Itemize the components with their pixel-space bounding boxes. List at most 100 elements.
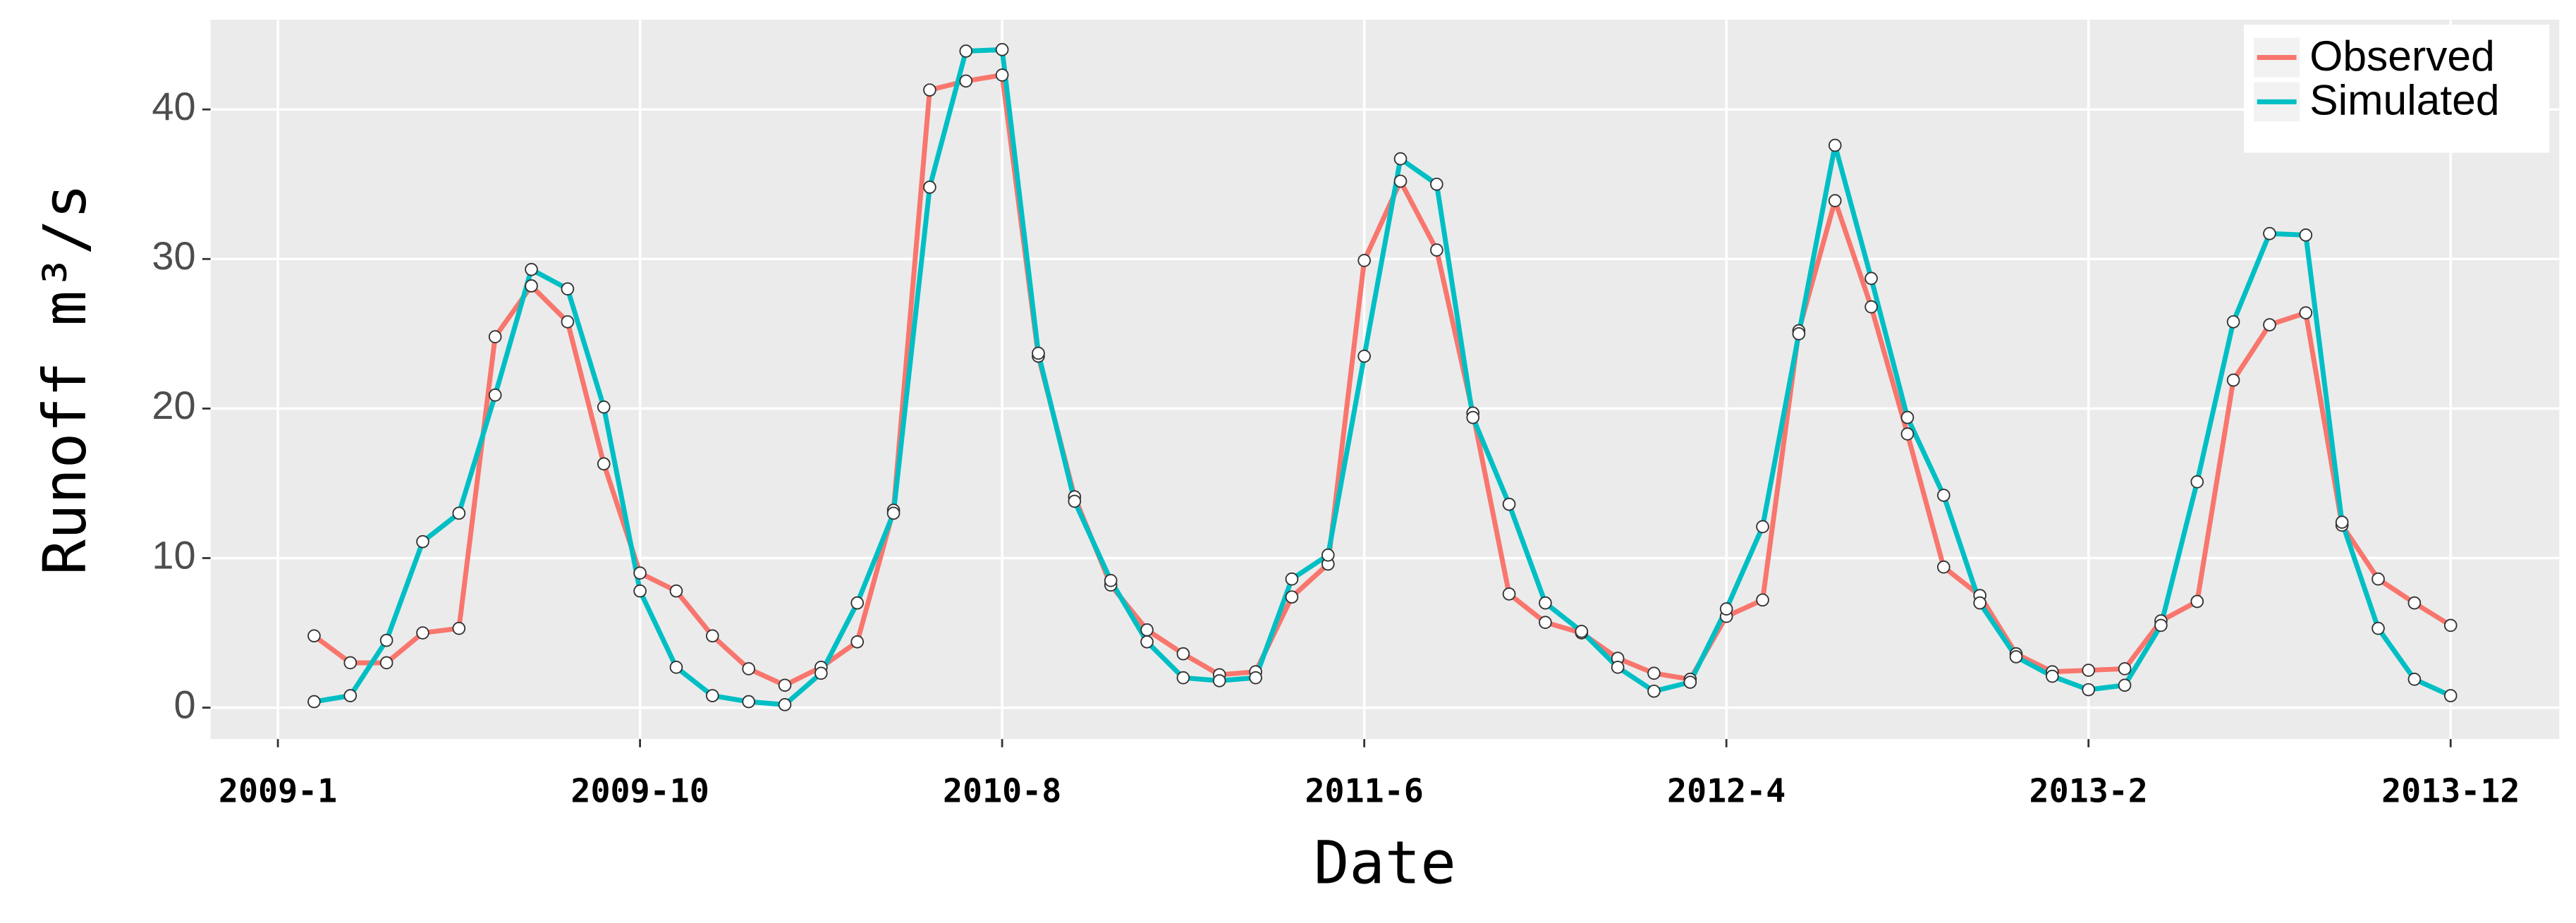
data-point [814, 666, 828, 680]
plot-background [210, 19, 2560, 740]
data-point [416, 534, 429, 549]
data-point [2082, 664, 2096, 677]
data-point [416, 626, 429, 640]
data-point [1683, 676, 1697, 689]
data-point [633, 566, 647, 580]
legend-label: Observed [2309, 32, 2495, 80]
data-point [2226, 315, 2240, 329]
data-point [2226, 373, 2240, 387]
data-point [1357, 349, 1371, 363]
x-tick-label: 2013-12 [2381, 771, 2520, 809]
data-point [1032, 346, 1045, 360]
data-point [1936, 560, 1951, 574]
data-point [2082, 683, 2096, 697]
data-point [2299, 228, 2313, 242]
data-point [1068, 494, 1082, 508]
y-axis-label: Runoff m³/s [30, 183, 99, 575]
data-point [1864, 271, 1878, 286]
data-point [307, 629, 321, 643]
data-point [597, 400, 611, 414]
data-point [2407, 596, 2422, 610]
data-point [2443, 689, 2458, 702]
y-tick-label: 10 [152, 532, 195, 577]
data-point [1756, 520, 1769, 534]
data-point [2118, 678, 2132, 692]
x-tick-label: 2010-8 [943, 771, 1061, 809]
data-point [1140, 635, 1154, 649]
x-tick-label: 2012-4 [1667, 771, 1786, 809]
data-point [995, 43, 1009, 56]
data-point [1900, 410, 1915, 424]
y-tick-label: 0 [174, 682, 196, 726]
data-point [2263, 226, 2276, 240]
data-point [705, 689, 719, 702]
data-point [2154, 618, 2168, 632]
data-point [1212, 674, 1226, 687]
data-point [561, 315, 575, 329]
data-point [1647, 666, 1661, 680]
data-point [1719, 602, 1733, 616]
data-point [525, 262, 538, 276]
data-point [1539, 596, 1552, 610]
data-point [2299, 306, 2313, 319]
data-point [2046, 669, 2059, 683]
data-point [307, 695, 321, 709]
data-point [452, 506, 466, 520]
y-tick-label: 20 [152, 383, 195, 427]
data-point [2263, 318, 2276, 331]
data-point [1502, 497, 1516, 511]
data-point [923, 83, 936, 97]
data-point [778, 678, 792, 692]
data-point [850, 596, 865, 610]
y-tick-label: 40 [152, 84, 195, 128]
data-point [1756, 593, 1769, 607]
x-axis-label: Date [1314, 829, 1456, 898]
data-point [1430, 243, 1443, 257]
y-tick-label: 30 [152, 233, 195, 278]
x-tick-label: 2011-6 [1305, 771, 1424, 809]
data-point [452, 621, 466, 635]
data-point [1357, 254, 1371, 267]
data-point [705, 629, 719, 643]
data-point [1285, 572, 1299, 586]
data-point [561, 282, 575, 296]
data-point [669, 661, 683, 674]
data-point [379, 633, 393, 647]
data-point [959, 74, 973, 88]
data-point [1647, 684, 1661, 698]
data-point [525, 279, 538, 293]
legend-label: Simulated [2309, 76, 2499, 124]
data-point [343, 689, 358, 702]
x-tick-label: 2013-2 [2029, 771, 2148, 809]
data-point [1285, 590, 1299, 604]
data-point [379, 656, 393, 670]
data-point [1393, 174, 1408, 188]
data-point [742, 695, 755, 709]
data-point [778, 698, 792, 711]
data-point [1502, 587, 1516, 601]
data-point [2190, 594, 2204, 609]
data-point [633, 584, 647, 598]
data-point [2190, 475, 2204, 489]
data-point [1936, 489, 1951, 502]
data-point [1575, 625, 1589, 638]
data-point [1900, 427, 1915, 441]
data-point [1430, 177, 1443, 191]
data-point [1176, 647, 1190, 661]
data-point [488, 330, 502, 343]
data-point [923, 181, 936, 194]
data-point [1140, 623, 1154, 637]
x-tick-label: 2009-1 [219, 771, 337, 809]
data-point [886, 506, 901, 520]
data-point [1466, 410, 1480, 424]
data-point [597, 457, 611, 471]
data-point [1104, 573, 1118, 587]
data-point [1864, 300, 1878, 314]
data-point [2335, 515, 2349, 529]
data-point [850, 635, 865, 649]
data-point [1611, 661, 1625, 674]
data-point [1249, 671, 1262, 685]
data-point [1828, 194, 1842, 207]
data-point [2371, 621, 2385, 635]
